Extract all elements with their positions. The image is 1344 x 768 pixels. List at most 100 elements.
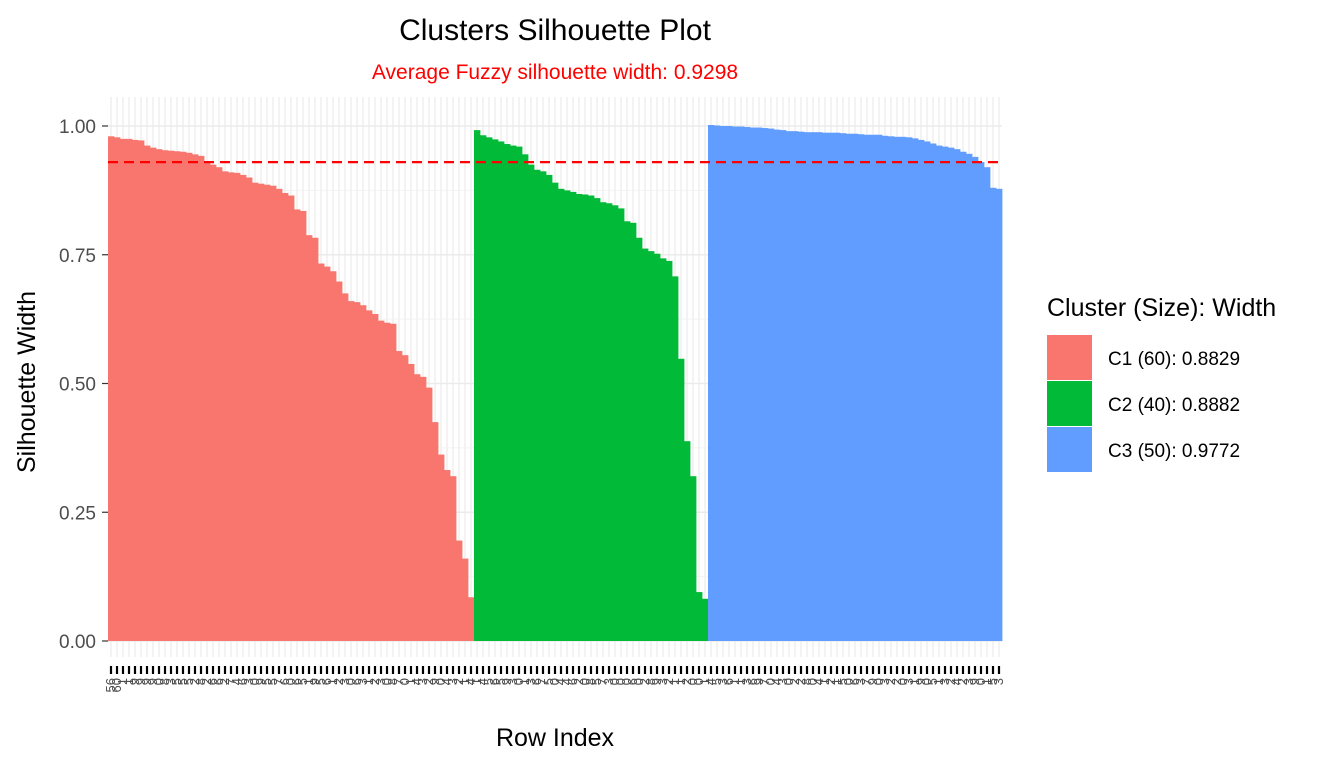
- bar-c1: [366, 310, 373, 641]
- x-tick-label: 60: [109, 678, 124, 692]
- x-tick-label: 0: [247, 678, 262, 685]
- x-tick-label: 6: [211, 678, 226, 685]
- x-tick-label: 0: [781, 678, 796, 685]
- bar-c3: [858, 134, 865, 642]
- x-tick-label: 3: [355, 678, 370, 685]
- x-tick-label: 7: [535, 678, 550, 685]
- legend-label: C1 (60): 0.8829: [1108, 349, 1240, 370]
- x-tick-label: 5: [259, 678, 274, 685]
- bar-c3: [798, 131, 805, 642]
- bar-c2: [504, 144, 511, 641]
- x-tick-label: 4: [475, 678, 490, 685]
- bar-c1: [348, 301, 355, 641]
- bar-c1: [276, 188, 283, 641]
- bar-c3: [840, 133, 847, 641]
- bar-c3: [846, 133, 853, 641]
- x-tick-label: 2: [217, 678, 232, 685]
- bar-c3: [936, 145, 943, 641]
- bar-c2: [546, 174, 553, 642]
- bar-c1: [354, 302, 361, 641]
- bar-c3: [942, 146, 949, 641]
- x-tick-label: 2: [661, 678, 676, 685]
- bar-c3: [960, 151, 967, 641]
- bar-c2: [702, 598, 709, 641]
- bar-c1: [372, 313, 379, 641]
- bar-c3: [900, 136, 907, 641]
- bar-c1: [270, 185, 277, 642]
- bar-c1: [204, 162, 211, 642]
- x-tick-label: 8: [385, 678, 400, 685]
- x-tick-label: 5: [313, 678, 328, 685]
- x-tick-label: 6: [277, 678, 292, 685]
- x-tick-label: 5: [493, 678, 508, 685]
- x-tick-label: 5: [925, 678, 940, 685]
- bar-c2: [480, 135, 487, 641]
- x-tick-label: 6: [289, 678, 304, 685]
- x-tick-label: 1: [697, 678, 712, 685]
- chart-subtitle: Average Fuzzy silhouette width: 0.9298: [372, 61, 738, 84]
- bar-c1: [420, 376, 427, 641]
- bar-c1: [324, 266, 331, 641]
- bar-c1: [282, 192, 289, 641]
- bar-c2: [552, 182, 559, 641]
- bar-c2: [540, 171, 547, 641]
- bar-c1: [288, 195, 295, 641]
- legend-title: Cluster (Size): Width: [1047, 294, 1276, 322]
- x-tick-label: 9: [427, 678, 442, 685]
- x-tick-label: 2: [679, 678, 694, 685]
- bar-c2: [636, 237, 643, 641]
- bars: [108, 124, 1003, 642]
- x-tick-label: 7: [391, 678, 406, 685]
- bar-c3: [786, 131, 793, 641]
- x-tick-label: 0: [619, 678, 634, 685]
- bar-c3: [990, 187, 997, 642]
- x-tick-label: 5: [589, 678, 604, 685]
- x-tick-label: 6: [235, 678, 250, 685]
- bar-c1: [228, 172, 235, 641]
- bar-c1: [444, 470, 451, 641]
- bar-c1: [306, 235, 313, 641]
- bar-c1: [360, 305, 367, 641]
- x-tick-label: 0: [841, 678, 856, 685]
- x-tick-label: 2: [883, 678, 898, 685]
- x-tick-label: 5: [541, 678, 556, 685]
- bar-c3: [774, 129, 781, 642]
- legend-key-c3: [1047, 427, 1092, 472]
- x-tick-label: 6: [847, 678, 862, 685]
- bar-c3: [876, 134, 883, 641]
- x-tick-label: 1: [301, 678, 316, 685]
- x-tick-label: 1: [979, 678, 994, 685]
- bar-c2: [612, 205, 619, 641]
- bar-c2: [510, 145, 517, 641]
- x-tick-label: 0: [763, 678, 778, 685]
- bar-c2: [588, 195, 595, 641]
- legend: Cluster (Size): Width C1 (60): 0.8829 C2 …: [1047, 294, 1276, 472]
- bar-c1: [456, 540, 463, 641]
- bar-c2: [570, 191, 577, 642]
- bar-c3: [894, 136, 901, 641]
- bar-c2: [690, 476, 697, 641]
- bar-c1: [330, 271, 337, 641]
- bar-c1: [438, 454, 445, 641]
- bar-c1: [168, 150, 175, 641]
- x-tick-label: 5: [985, 678, 1000, 685]
- x-tick-label: 2: [787, 678, 802, 685]
- bar-c3: [744, 127, 751, 641]
- bar-c3: [828, 132, 835, 641]
- x-tick-label: 0: [973, 678, 988, 685]
- x-tick-label: 9: [127, 678, 142, 685]
- x-tick-label: 0: [343, 678, 358, 685]
- bar-c2: [600, 202, 607, 641]
- x-tick-label: 0: [547, 678, 562, 685]
- x-tick-label: 6: [487, 678, 502, 685]
- x-tick-label: 3: [853, 678, 868, 685]
- bar-c2: [678, 358, 685, 641]
- bar-c1: [234, 172, 241, 642]
- bar-c2: [618, 208, 625, 641]
- x-tick-label: 3: [877, 678, 892, 685]
- x-tick-label: 5: [481, 678, 496, 685]
- bar-c3: [882, 135, 889, 641]
- bar-c1: [180, 151, 187, 641]
- bar-c1: [468, 597, 475, 641]
